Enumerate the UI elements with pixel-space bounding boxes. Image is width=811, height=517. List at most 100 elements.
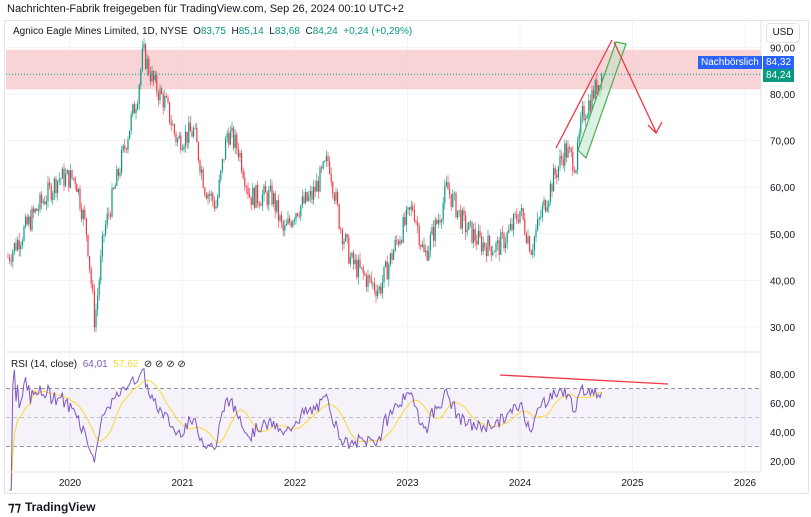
candle-body — [45, 201, 47, 205]
candle-body — [300, 205, 302, 217]
candle-body — [116, 169, 118, 186]
symbol-name[interactable]: Agnico Eagle Mines Limited, 1D, NYSE — [13, 26, 188, 37]
candle-body — [522, 208, 524, 220]
candle-body — [453, 193, 455, 194]
candle-body — [61, 168, 63, 179]
candle-body — [255, 184, 257, 208]
rsi-band — [6, 388, 761, 447]
rsi-tick: 80,00 — [770, 370, 795, 381]
time-tick: 2020 — [59, 478, 82, 489]
candle-body — [308, 195, 310, 201]
candle-body — [487, 235, 489, 257]
candle-body — [474, 229, 476, 241]
candle-body — [367, 275, 369, 287]
candle-body — [298, 215, 300, 217]
candle-body — [241, 152, 243, 172]
candle-body — [257, 184, 259, 203]
candle-body — [220, 170, 222, 180]
candle-body — [161, 88, 163, 95]
candle-body — [295, 213, 297, 220]
candle-body — [444, 185, 446, 203]
candle-body — [250, 197, 252, 206]
candle-body — [258, 202, 260, 206]
candle-body — [277, 200, 279, 221]
candle-body — [415, 220, 417, 223]
rsi-ma-line — [9, 379, 602, 491]
candle-body — [421, 244, 423, 247]
candle-body — [479, 230, 481, 237]
candle-body — [468, 221, 470, 230]
candle-body — [44, 201, 46, 205]
candle-body — [122, 145, 124, 151]
candle-body — [426, 250, 428, 261]
candle-body — [76, 184, 78, 193]
candle-body — [57, 180, 59, 194]
candle-body — [92, 283, 94, 291]
candle-body — [316, 180, 318, 192]
candle-body — [458, 209, 460, 211]
tradingview-logo[interactable]: ⁊⁊ TradingView — [8, 499, 95, 515]
candle-body — [145, 44, 147, 69]
candle-body — [589, 100, 591, 111]
candle-body — [194, 128, 196, 129]
candle-body — [50, 185, 52, 200]
candle-body — [461, 210, 463, 229]
candle-body — [170, 122, 172, 126]
candle-body — [506, 232, 508, 244]
candle-body — [197, 142, 199, 161]
candle-body — [575, 170, 577, 173]
candle-body — [25, 216, 27, 227]
candle-body — [340, 228, 342, 230]
candle-body — [364, 273, 366, 276]
candle-body — [28, 216, 30, 225]
candle-body — [594, 79, 596, 99]
candle-body — [337, 191, 339, 205]
candle-body — [570, 148, 572, 152]
candle-body — [71, 170, 73, 179]
candle-body — [353, 252, 355, 265]
time-tick: 2024 — [509, 478, 532, 489]
candle-body — [513, 214, 515, 230]
price-tick: 70,00 — [770, 137, 795, 148]
candle-body — [476, 240, 478, 245]
rsi-divergence-line — [499, 374, 669, 385]
candle-body — [109, 214, 111, 217]
candle-body — [297, 213, 299, 216]
rsi-label[interactable]: RSI (14, close) — [11, 359, 78, 370]
candle-body — [292, 221, 294, 227]
candle-body — [138, 84, 140, 105]
candle-body — [289, 218, 291, 223]
candle-body — [524, 219, 526, 234]
candle-body — [93, 290, 95, 328]
candle-body — [9, 257, 11, 261]
candle-body — [63, 168, 65, 186]
candle-body — [505, 243, 507, 249]
candle-body — [311, 191, 313, 200]
candle-body — [124, 145, 126, 149]
candle-body — [119, 172, 121, 176]
time-tick: 2023 — [396, 478, 419, 489]
candle-body — [85, 218, 87, 235]
hidden-icon: ⊘ ⊘ ⊘ ⊘ — [143, 359, 186, 370]
candle-body — [517, 220, 519, 223]
candle-body — [21, 240, 23, 245]
candle-body — [65, 174, 67, 186]
candle-body — [301, 196, 303, 206]
candle-body — [113, 188, 115, 189]
candle-body — [186, 131, 188, 143]
candle-body — [114, 185, 116, 189]
arrow-head — [647, 121, 663, 135]
candle-body — [391, 253, 393, 260]
candle-body — [437, 220, 439, 224]
candle-body — [167, 97, 169, 103]
low-label: L — [269, 26, 275, 37]
candle-body — [429, 234, 431, 251]
candle-body — [449, 189, 451, 195]
currency-button[interactable]: USD — [766, 23, 800, 43]
candle-body — [42, 201, 44, 203]
candle-body — [133, 104, 135, 114]
candle-body — [157, 92, 159, 101]
candle-body — [309, 191, 311, 196]
candle-body — [527, 236, 529, 243]
